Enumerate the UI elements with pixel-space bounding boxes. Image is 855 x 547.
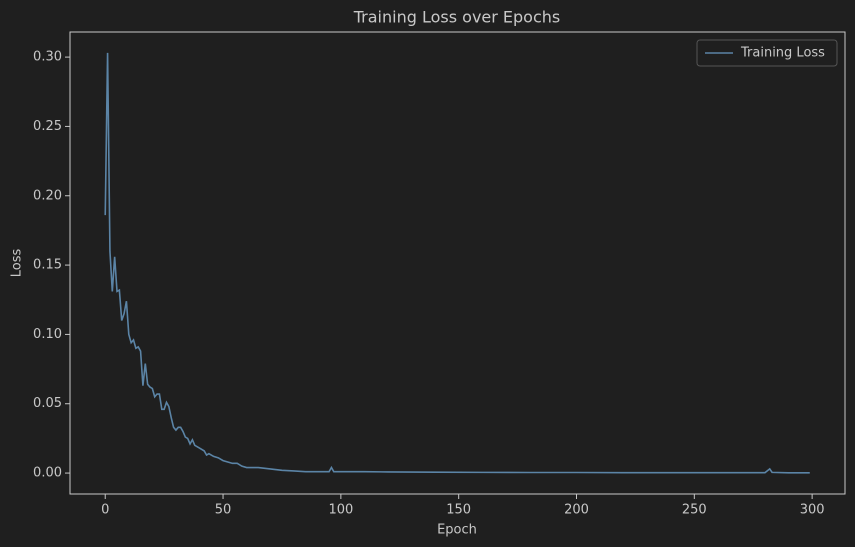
x-tick-label: 250 xyxy=(682,503,707,518)
y-tick-label: 0.10 xyxy=(33,327,62,342)
y-tick-label: 0.20 xyxy=(33,188,62,203)
line xyxy=(104,52,810,474)
y-tick-label: 0.05 xyxy=(33,396,62,411)
y-tick-label: 0.00 xyxy=(33,466,62,481)
plot-frame xyxy=(69,31,846,495)
legend-box xyxy=(696,39,838,67)
x-tick-label: 150 xyxy=(446,503,471,518)
legend-label: Training Loss xyxy=(740,46,825,61)
x-tick-label: 100 xyxy=(328,503,353,518)
x-tick-label: 300 xyxy=(800,503,825,518)
y-tick-label: 0.15 xyxy=(33,258,62,273)
x-tick-label: 50 xyxy=(215,503,232,518)
x-tick-label: 200 xyxy=(564,503,589,518)
x-tick-label: 0 xyxy=(101,503,109,518)
y-tick-label: 0.25 xyxy=(33,119,62,134)
y-axis-label: Loss xyxy=(10,249,25,278)
chart-title: Training Loss over Epochs xyxy=(353,8,561,27)
y-tick-label: 0.30 xyxy=(33,50,62,65)
x-axis-label: Epoch xyxy=(437,523,477,538)
